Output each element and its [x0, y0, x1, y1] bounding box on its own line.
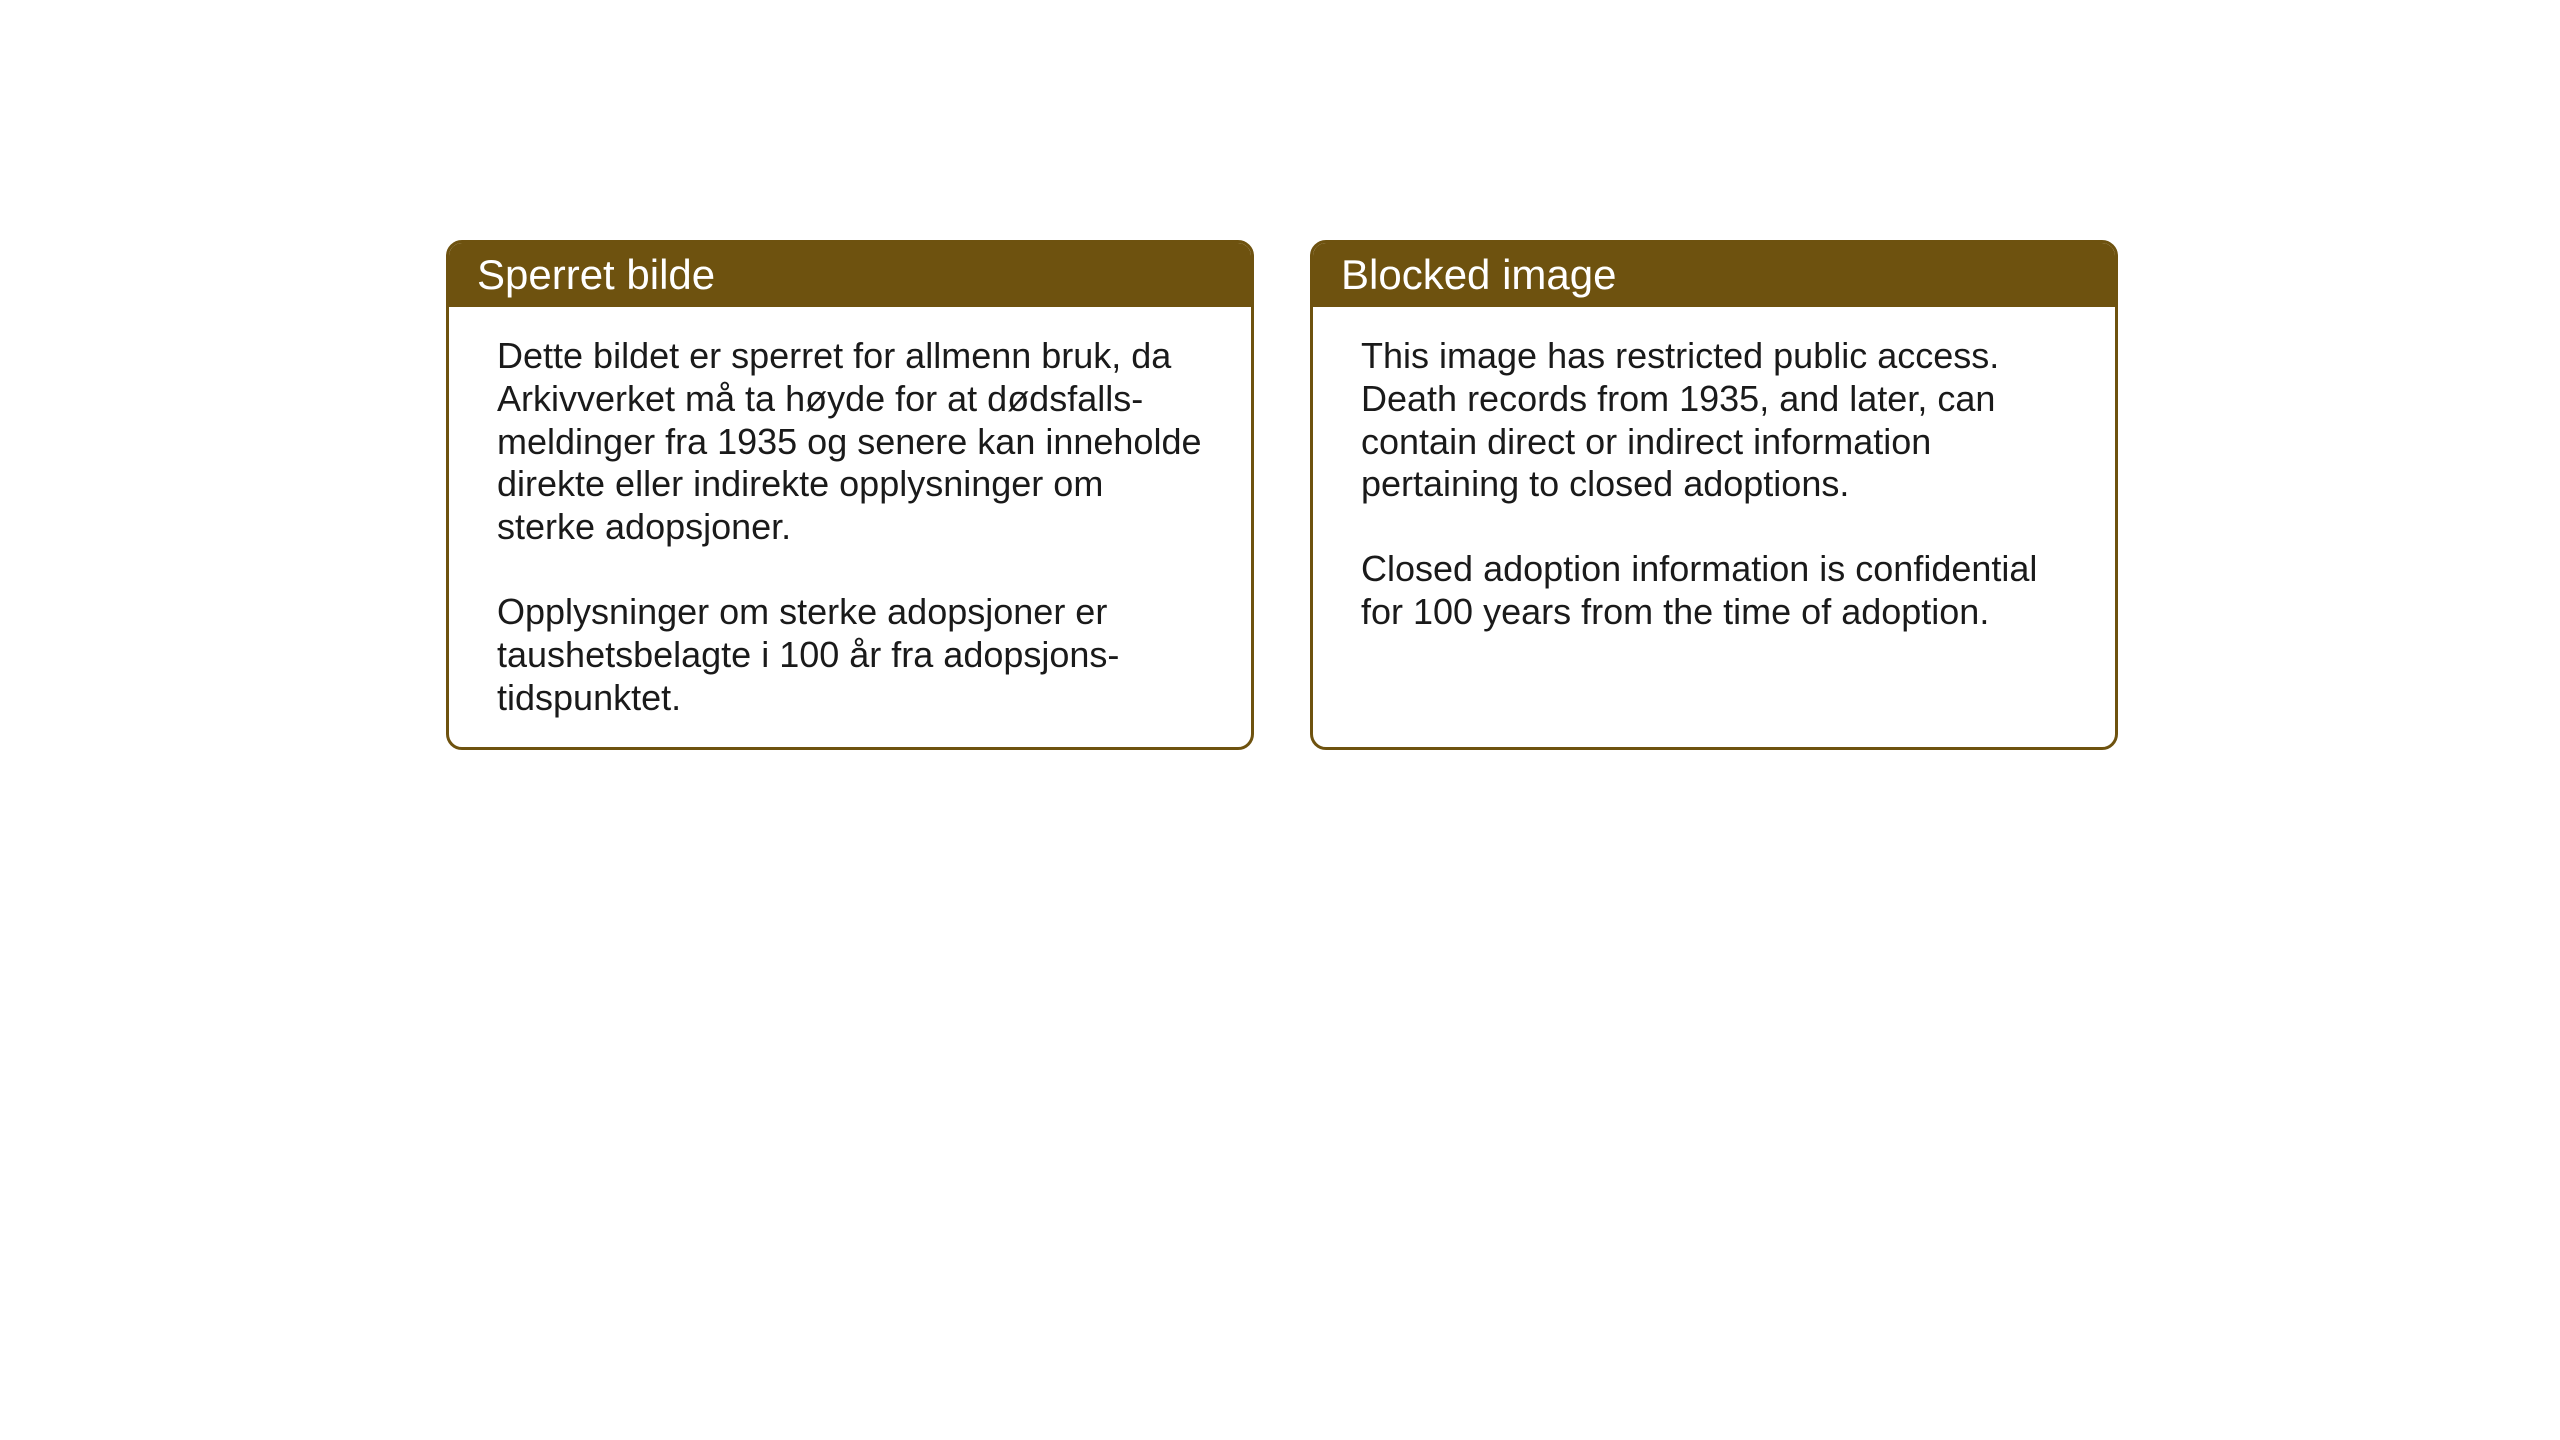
card-body-norwegian: Dette bildet er sperret for allmenn bruk…	[449, 307, 1251, 747]
card-paragraph-2-norwegian: Opplysninger om sterke adopsjoner er tau…	[497, 591, 1203, 719]
card-paragraph-1-norwegian: Dette bildet er sperret for allmenn bruk…	[497, 335, 1203, 549]
card-paragraph-1-english: This image has restricted public access.…	[1361, 335, 2067, 506]
card-english: Blocked image This image has restricted …	[1310, 240, 2118, 750]
card-header-norwegian: Sperret bilde	[449, 243, 1251, 307]
card-norwegian: Sperret bilde Dette bildet er sperret fo…	[446, 240, 1254, 750]
cards-container: Sperret bilde Dette bildet er sperret fo…	[446, 240, 2118, 750]
card-header-english: Blocked image	[1313, 243, 2115, 307]
card-body-english: This image has restricted public access.…	[1313, 307, 2115, 747]
card-paragraph-2-english: Closed adoption information is confident…	[1361, 548, 2067, 634]
